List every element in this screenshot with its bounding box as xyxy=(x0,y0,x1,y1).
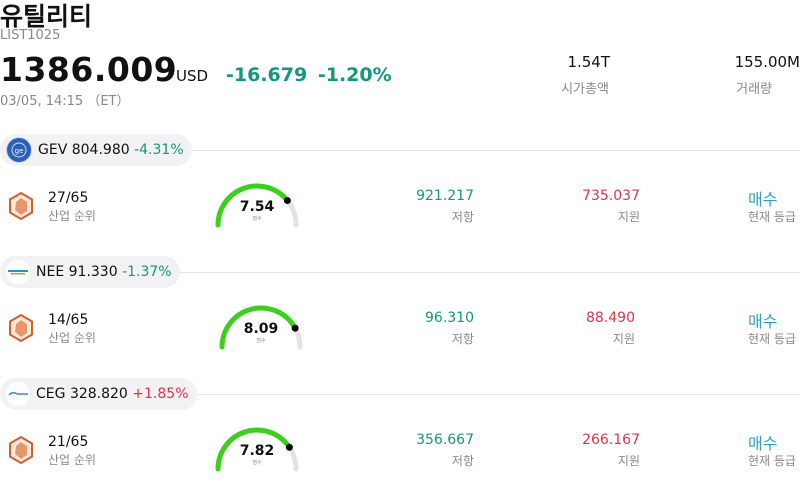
row-divider xyxy=(178,272,800,273)
support-value: 735.037 xyxy=(582,188,640,204)
rating-label: 현재 등급 xyxy=(748,332,796,346)
stock-chip[interactable]: NEE 91.330 -1.37% xyxy=(0,256,180,288)
rating-value[interactable]: 매수 xyxy=(748,190,778,209)
resistance-value: 921.217 xyxy=(416,188,474,204)
stock-change: -1.37% xyxy=(122,264,172,280)
rating-value[interactable]: 매수 xyxy=(748,434,778,453)
stock-symbol-price: GEV 804.980 -4.31% xyxy=(38,142,184,158)
support-label: 지원 xyxy=(612,332,635,346)
score-gauge: 8.09 점수 xyxy=(219,305,303,350)
resistance-value: 96.310 xyxy=(425,310,474,326)
row-divider xyxy=(188,150,800,151)
stock-chip[interactable]: CEG 328.820 +1.85% xyxy=(0,378,197,410)
list-code: LIST1025 xyxy=(0,28,61,43)
stock-change: -4.31% xyxy=(134,142,184,158)
index-price: 1386.009 xyxy=(0,50,178,89)
rating-value[interactable]: 매수 xyxy=(748,312,778,331)
svg-text:ge: ge xyxy=(15,147,24,155)
industry-rank-icon xyxy=(9,314,33,342)
stock-symbol-price: CEG 328.820 +1.85% xyxy=(36,386,189,402)
resistance-label: 저항 xyxy=(451,454,474,468)
industry-rank-label: 산업 순위 xyxy=(48,209,96,223)
stock-price: 804.980 xyxy=(71,142,130,158)
market-cap-label: 시가총액 xyxy=(561,82,609,97)
gauge-score: 7.82 xyxy=(240,443,275,459)
constellation-logo-icon xyxy=(6,382,30,406)
stock-symbol-price: NEE 91.330 -1.37% xyxy=(36,264,172,280)
industry-rank-label: 산업 순위 xyxy=(48,331,96,345)
volume-value: 155.00M xyxy=(734,53,800,71)
volume-label: 거래량 xyxy=(736,82,772,97)
stock-price: 328.820 xyxy=(69,386,128,402)
industry-rank-icon xyxy=(9,436,33,464)
gauge-score-label: 점수 xyxy=(256,337,266,344)
gauge-fill xyxy=(215,427,290,472)
timestamp: 03/05, 14:15 （ET） xyxy=(0,94,130,109)
change-percent: -1.20% xyxy=(317,64,392,86)
resistance-value: 356.667 xyxy=(416,432,474,448)
gauge-score-label: 점수 xyxy=(252,215,262,222)
stock-symbol: CEG xyxy=(36,386,66,402)
rating-label: 현재 등급 xyxy=(748,454,796,468)
score-gauge: 7.54 점수 xyxy=(215,183,299,228)
gauge-marker xyxy=(285,443,293,451)
stock-symbol: NEE xyxy=(36,264,65,280)
change-value: -16.679 xyxy=(226,64,308,86)
resistance-label: 저항 xyxy=(451,210,474,224)
stock-chip[interactable]: ge GEV 804.980 -4.31% xyxy=(0,134,192,166)
stock-price: 91.330 xyxy=(68,264,118,280)
gauge-score: 7.54 xyxy=(240,199,275,215)
page-title: 유틸리티 xyxy=(0,2,93,31)
support-value: 88.490 xyxy=(586,310,635,326)
gauge-fill xyxy=(215,183,288,228)
ge-vernova-logo-icon: ge xyxy=(6,137,32,163)
market-cap-value: 1.54T xyxy=(567,53,610,71)
gauge-marker xyxy=(291,324,299,332)
support-value: 266.167 xyxy=(582,432,640,448)
gauge-score: 8.09 xyxy=(244,321,279,337)
industry-rank: 27/65 xyxy=(48,190,89,206)
currency-label: USD xyxy=(176,67,209,85)
industry-rank-icon xyxy=(9,192,33,220)
industry-rank: 14/65 xyxy=(48,312,89,328)
price-change: -16.679 -1.20% xyxy=(226,64,392,86)
gauge-marker xyxy=(283,197,291,205)
industry-rank: 21/65 xyxy=(48,434,89,450)
row-divider xyxy=(194,394,800,395)
support-label: 지원 xyxy=(617,454,640,468)
resistance-label: 저항 xyxy=(451,332,474,346)
nextera-logo-icon xyxy=(6,260,30,284)
rating-label: 현재 등급 xyxy=(748,210,796,224)
gauge-fill xyxy=(219,305,296,350)
industry-rank-label: 산업 순위 xyxy=(48,453,96,467)
stock-change: +1.85% xyxy=(132,386,189,402)
support-label: 지원 xyxy=(617,210,640,224)
score-gauge: 7.82 점수 xyxy=(215,427,299,472)
gauge-score-label: 점수 xyxy=(252,459,262,466)
stock-symbol: GEV xyxy=(38,142,68,158)
